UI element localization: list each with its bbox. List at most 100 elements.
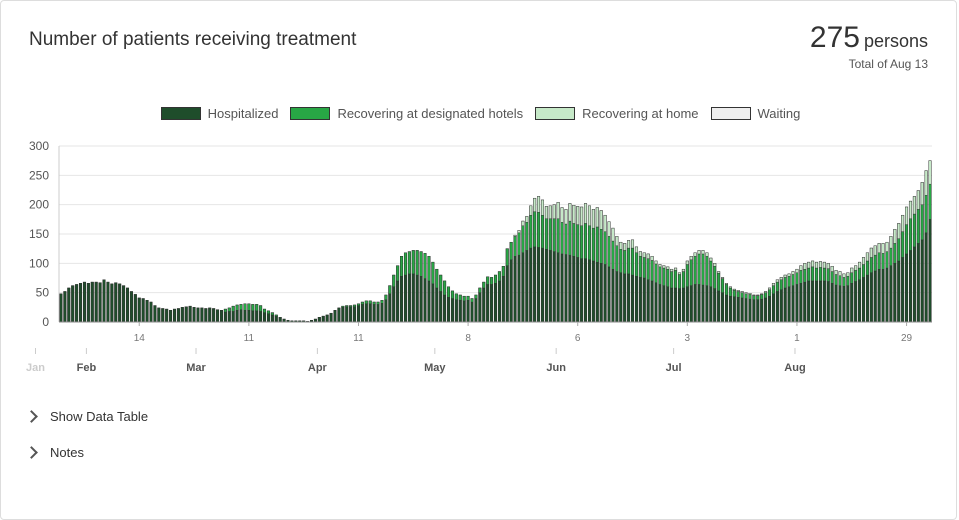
bar-hospitalized [544,249,548,323]
bar-hospitalized [478,292,482,323]
bar-home [654,260,658,265]
bar-hotels [231,305,235,312]
bar-hospitalized [897,260,901,323]
bar-hospitalized [736,297,740,323]
bar-hospitalized [834,284,838,323]
bar-home [854,265,858,271]
bar-home [771,283,775,286]
bar-hospitalized [325,314,329,323]
bar-hotels [591,227,595,262]
bar-hotels [239,304,243,310]
bar-hospitalized [552,251,556,323]
show-data-table-toggle[interactable]: Show Data Table [25,409,148,424]
x-month-label: Apr [308,362,328,374]
bar-hotels [799,270,803,284]
bar-hotels [701,253,705,286]
bar-hospitalized [865,274,869,323]
bar-hospitalized [681,287,685,323]
bar-hospitalized [556,252,560,323]
bar-home [529,205,533,216]
bar-hospitalized [893,263,897,323]
bar-hotels [439,274,443,292]
bar-home [803,263,807,270]
bar-hotels [834,274,838,286]
legend-item-waiting[interactable]: Waiting [710,106,800,121]
bar-hospitalized [650,280,654,323]
bar-hospitalized [631,274,634,323]
chevron-right-icon [25,410,38,423]
bar-hotels [345,305,349,307]
bar-home [603,215,607,232]
bar-hospitalized [725,294,728,323]
total-summary: 275 persons Total of Aug 13 [810,21,928,71]
bar-hotels [415,250,419,276]
bar-home [830,266,834,272]
bar-home [838,271,842,276]
legend-item-hotels[interactable]: Recovering at designated hotels [290,106,523,121]
bar-hospitalized [337,307,341,323]
bar-hotels [521,225,525,253]
bar-hospitalized [756,299,760,323]
bar-home [768,287,771,290]
x-month-label: Mar [186,362,206,374]
bar-hospitalized [216,309,220,323]
bar-home [916,190,920,210]
bar-hospitalized [713,288,717,323]
bar-hospitalized [920,239,924,323]
bar-home [646,253,650,259]
legend-item-home[interactable]: Recovering at home [535,106,699,121]
bar-home [858,261,862,269]
x-month-label: Jan [26,362,45,374]
bar-hotels [830,271,834,284]
legend-swatch [535,107,576,120]
bar-hotels [541,215,544,249]
bar-hospitalized [360,304,364,323]
bar-hospitalized [388,293,392,323]
bar-home [775,279,779,283]
bar-hospitalized [204,308,208,323]
bar-home [678,272,681,275]
x-week-label: 29 [901,333,913,344]
bar-hotels [544,218,548,250]
bar-hospitalized [693,284,697,323]
bar-hospitalized [779,289,783,323]
bar-home [525,216,529,223]
bar-hospitalized [572,256,576,323]
bar-hotels [615,245,619,272]
bar-home [619,242,623,250]
bar-home [728,286,732,289]
bar-hospitalized [329,313,333,323]
bar-home [842,273,846,278]
bar-home [705,252,709,257]
bar-hospitalized [137,297,141,323]
x-month-label: Jul [666,362,682,374]
bar-hospitalized [82,281,86,323]
bar-hotels [693,256,697,285]
bar-hotels [928,183,932,220]
notes-toggle[interactable]: Notes [25,445,84,460]
bar-hotels [920,204,924,241]
bar-hotels [505,248,509,266]
bar-home [928,160,932,185]
bar-home [650,256,654,261]
bar-hospitalized [161,308,165,323]
bar-hotels [560,222,564,255]
bar-hospitalized [133,294,137,323]
bar-hotels [760,294,764,300]
bar-hospitalized [685,286,689,323]
legend-item-hospitalized[interactable]: Hospitalized [160,106,278,121]
bar-hospitalized [822,280,826,323]
bar-home [764,291,768,293]
bar-hotels [748,294,752,300]
bar-hotels [740,292,744,299]
bar-hospitalized [807,280,811,323]
bar-hospitalized [235,310,239,323]
bar-home [717,271,721,274]
bar-home [693,252,697,257]
bar-hotels [619,249,623,273]
bar-home [701,250,705,255]
bar-hospitalized [458,300,462,323]
bar-hotels [674,270,678,289]
bar-home [513,234,517,237]
legend-label: Recovering at home [582,106,699,121]
